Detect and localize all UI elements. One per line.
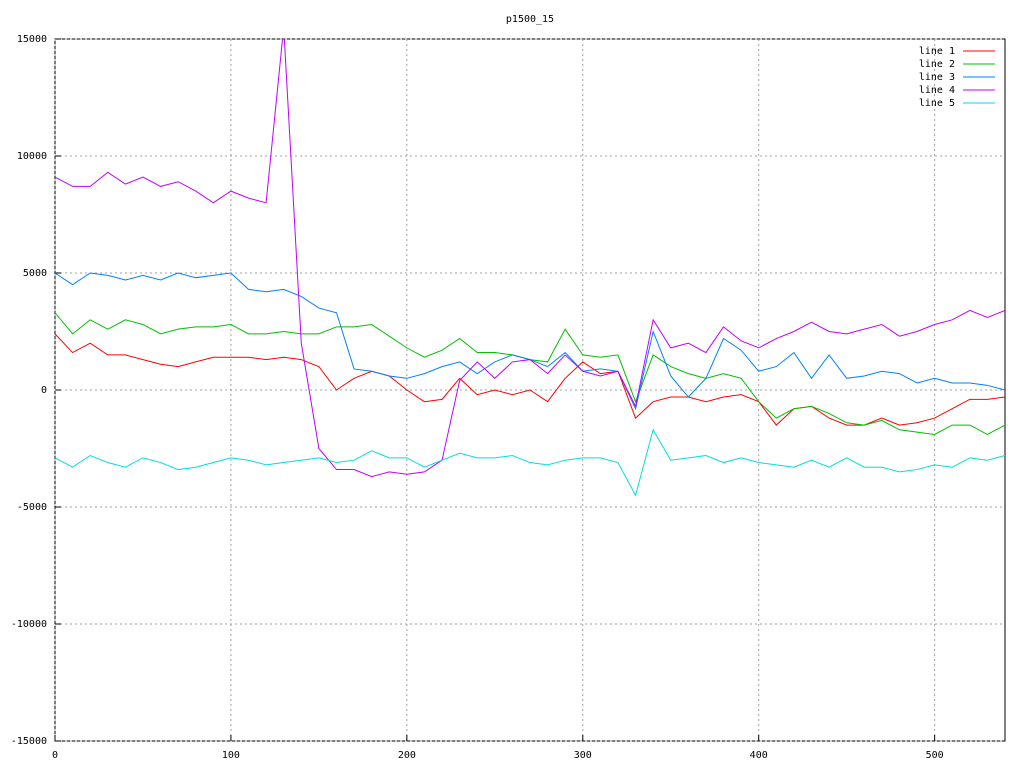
series-line: [55, 312, 1005, 436]
y-tick-label: 10000: [17, 151, 47, 162]
plot-lines: [55, 39, 1005, 497]
x-tick-label: 300: [574, 750, 592, 761]
x-tick-label: 500: [926, 750, 944, 761]
series-line: [55, 272, 1005, 411]
x-tick-label: 0: [52, 750, 58, 761]
y-tick-label: -10000: [11, 619, 47, 630]
y-tick-label: 15000: [17, 34, 47, 45]
x-tick-label: 100: [222, 750, 240, 761]
series-line: [55, 428, 1005, 497]
y-tick-label: 5000: [23, 268, 47, 279]
series-line: [55, 333, 1005, 426]
y-tick-label: 0: [41, 385, 47, 396]
x-tick-label: 400: [750, 750, 768, 761]
y-tick-label: -5000: [17, 502, 47, 513]
y-tick-label: -15000: [11, 736, 47, 747]
legend-label: line 2: [919, 59, 955, 70]
legend-label: line 3: [919, 72, 955, 83]
legend-label: line 4: [919, 85, 955, 96]
x-tick-label: 200: [398, 750, 416, 761]
legend-label: line 5: [919, 98, 955, 109]
legend-label: line 1: [919, 46, 955, 57]
chart-title: p1500_15: [506, 14, 554, 25]
series-line: [55, 39, 1005, 478]
